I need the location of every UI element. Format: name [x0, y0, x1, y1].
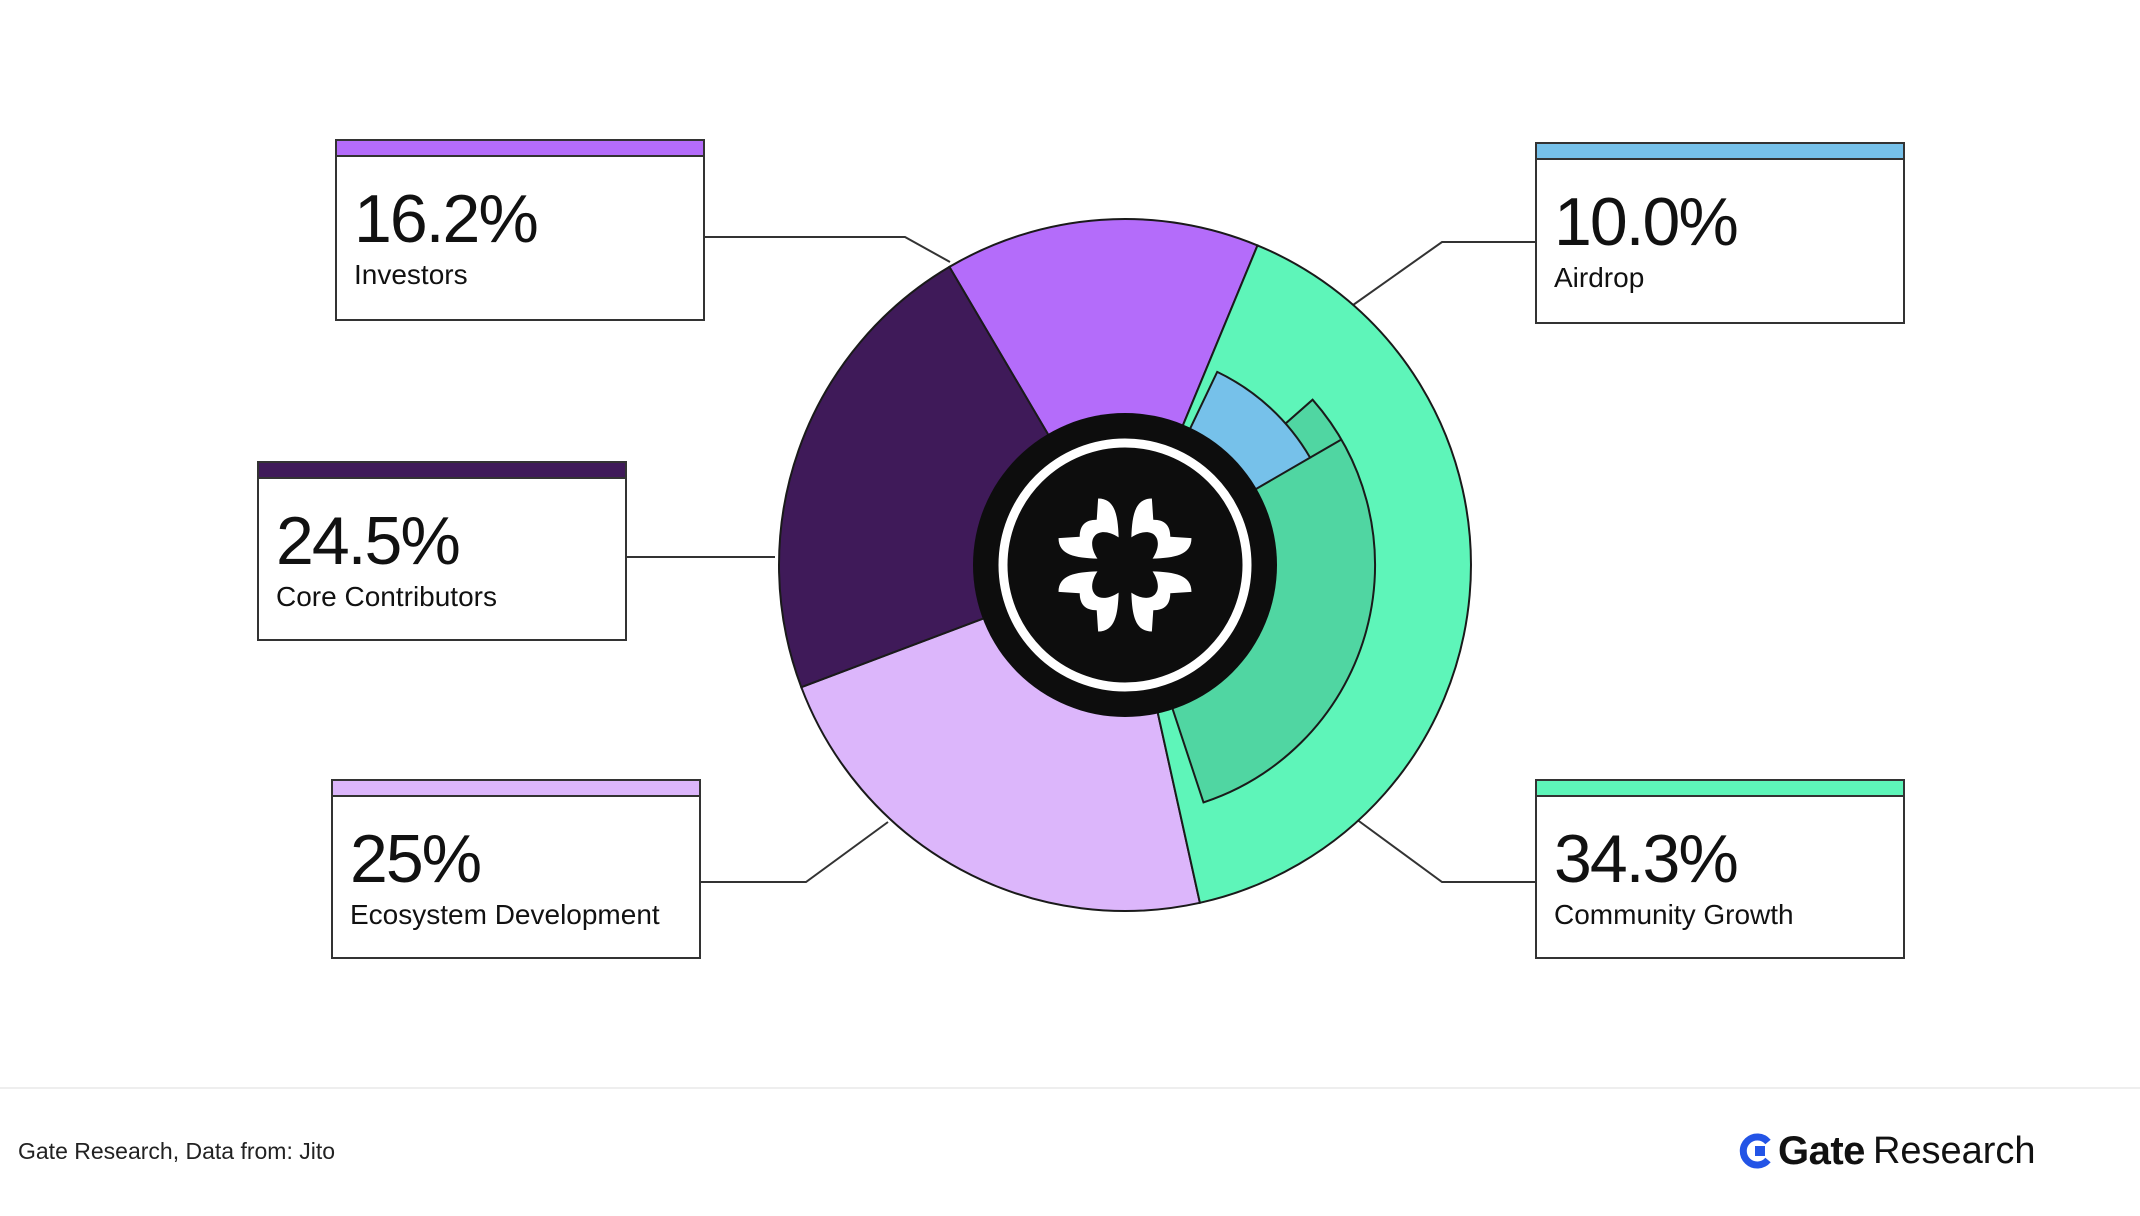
callout-value: 34.3% — [1554, 821, 1737, 897]
callout-label: Investors — [354, 259, 468, 290]
connector-ecosystem — [700, 821, 889, 883]
gate-logo-arc — [1739, 1133, 1771, 1169]
jito-logo-icon — [1058, 498, 1192, 632]
callout-color-bar — [1535, 779, 1905, 797]
brand-sub: Research — [1872, 1129, 2036, 1172]
center-ring-outline — [998, 438, 1252, 692]
callout-box — [1535, 158, 1905, 324]
connector-investors — [704, 236, 951, 263]
connector-airdrop — [1345, 241, 1536, 311]
callout-community: 34.3%Community Growth — [1535, 779, 1905, 959]
callout-box — [1535, 795, 1905, 959]
callout-box — [335, 155, 705, 321]
callout-label: Core Contributors — [276, 581, 497, 612]
callout-boxes: 16.2%Investors 24.5%Core Contributors 25%E… — [257, 139, 1905, 959]
callout-box — [331, 795, 701, 959]
callout-label: Airdrop — [1554, 262, 1644, 293]
jito-logo-arm — [1058, 498, 1119, 559]
gate-logo-icon — [1739, 1133, 1771, 1169]
callout-color-bar — [335, 139, 705, 157]
footer-source: Gate Research, Data from: Jito — [18, 1138, 336, 1164]
callout-core: 24.5%Core Contributors — [257, 461, 627, 641]
callout-color-bar — [1535, 142, 1905, 160]
slice-investors — [948, 218, 1259, 568]
gate-research-brand: Gate Research — [1738, 1128, 2036, 1174]
callout-airdrop: 10.0%Airdrop — [1535, 142, 1905, 324]
callout-value: 24.5% — [276, 503, 459, 579]
connector-community — [1351, 815, 1536, 883]
jito-logo-arm — [1058, 571, 1119, 632]
brand-name: Gate — [1778, 1128, 1865, 1173]
callout-investors: 16.2%Investors — [335, 139, 705, 321]
callout-box — [257, 477, 627, 641]
slice-divider — [1309, 438, 1342, 459]
jito-logo-arm — [1131, 498, 1192, 559]
center-logo — [973, 413, 1277, 717]
callout-value: 10.0% — [1554, 184, 1737, 260]
jito-logo-arm — [1131, 571, 1192, 632]
callout-color-bar — [257, 461, 627, 479]
gate-logo-square — [1755, 1146, 1765, 1156]
callout-connectors — [626, 236, 1536, 883]
callout-ecosystem: 25%Ecosystem Development — [331, 779, 701, 959]
callout-label: Community Growth — [1554, 899, 1794, 930]
callout-value: 25% — [350, 821, 481, 897]
pie-ring — [778, 218, 1472, 912]
callout-color-bar — [331, 779, 701, 797]
callout-value: 16.2% — [354, 181, 537, 257]
callout-label: Ecosystem Development — [350, 899, 660, 930]
center-disc — [973, 413, 1277, 717]
footer-divider — [0, 1087, 2140, 1089]
